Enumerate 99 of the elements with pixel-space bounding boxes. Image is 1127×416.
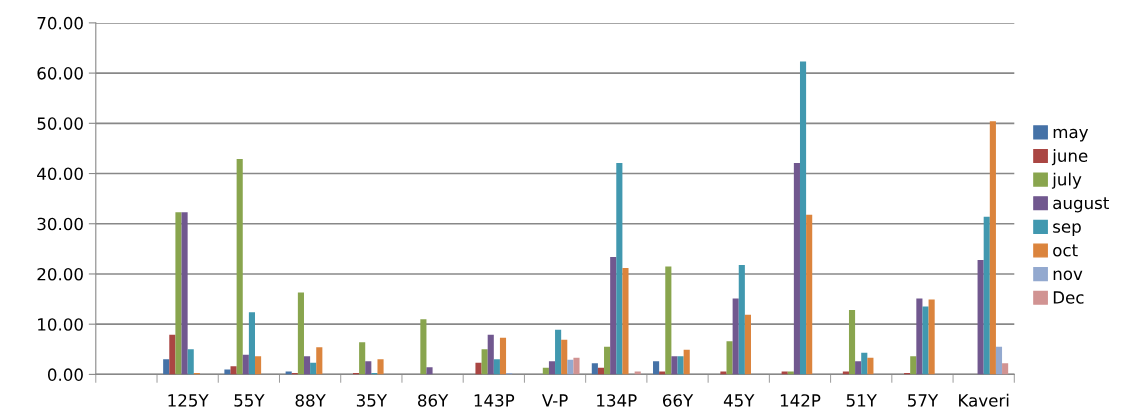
- bar: [420, 319, 427, 375]
- y-tick-label: 0.00: [47, 368, 83, 381]
- legend-label: may: [1053, 128, 1089, 142]
- bar: [597, 367, 605, 375]
- bar: [181, 212, 188, 375]
- bar: [634, 371, 641, 375]
- bar: [665, 266, 672, 375]
- bar: [622, 267, 629, 375]
- bar: [861, 352, 868, 375]
- bar: [255, 356, 262, 375]
- x-tick-label: V-P: [541, 394, 568, 407]
- bar: [616, 162, 623, 375]
- bar: [310, 362, 317, 375]
- bar: [855, 361, 862, 375]
- bar: [169, 334, 176, 375]
- bar: [365, 361, 372, 375]
- bar: [175, 212, 182, 375]
- bar: [989, 121, 996, 375]
- bar: [916, 298, 923, 375]
- x-tick-label: 55Y: [234, 394, 265, 407]
- legend-label: nov: [1053, 270, 1083, 281]
- legend-label: oct: [1053, 244, 1078, 257]
- bar: [677, 356, 684, 375]
- bar: [316, 347, 323, 375]
- bar: [248, 312, 255, 375]
- bar: [230, 366, 237, 375]
- bar: [799, 61, 807, 375]
- x-tick-label: 134P: [597, 394, 637, 407]
- bar: [806, 214, 813, 375]
- bar: [732, 298, 739, 375]
- x-tick-label: 35Y: [356, 394, 388, 407]
- bar: [793, 162, 800, 375]
- y-tick-label: 40.00: [37, 167, 83, 181]
- x-tick-label: 51Y: [846, 394, 877, 407]
- bar: [867, 357, 874, 375]
- bar: [481, 349, 488, 375]
- bar: [567, 359, 574, 375]
- bar: [285, 371, 292, 375]
- bar: [187, 349, 194, 375]
- bar: [1002, 363, 1009, 375]
- bar: [922, 306, 929, 375]
- bar: [236, 158, 243, 375]
- bar: [610, 256, 617, 375]
- x-tick-label: 86Y: [418, 394, 449, 407]
- bar: [738, 264, 745, 375]
- bar: [848, 310, 856, 375]
- bar: [720, 371, 727, 375]
- y-tick-label: 10.00: [38, 318, 83, 331]
- y-tick-label: 20.00: [37, 267, 83, 281]
- bar: [426, 367, 433, 375]
- bar: [983, 216, 990, 375]
- bar: [910, 356, 917, 375]
- bar: [928, 299, 935, 375]
- y-tick-label: 30.00: [37, 217, 83, 231]
- bar: [555, 329, 562, 375]
- x-tick-label: 66Y: [662, 394, 694, 407]
- x-tick-label: 142P: [780, 394, 821, 407]
- legend-label: Dec: [1053, 291, 1084, 304]
- bar: [548, 361, 556, 375]
- bar: [303, 356, 311, 375]
- bar: [842, 371, 849, 375]
- x-tick-label: 88Y: [295, 394, 326, 407]
- bar: [671, 356, 678, 375]
- bar: [297, 292, 304, 375]
- x-tick-label: Kaveri: [959, 393, 1009, 407]
- y-tick-label: 70.00: [37, 16, 83, 30]
- bar: [604, 346, 611, 375]
- bar: [499, 337, 507, 375]
- x-tick-label: 125Y: [168, 394, 209, 407]
- bar: [995, 346, 1003, 375]
- bar: [561, 339, 568, 375]
- bar: [573, 357, 580, 375]
- bar: [224, 369, 231, 375]
- bar: [744, 314, 751, 375]
- legend-label: july: [1051, 172, 1082, 189]
- x-tick-label: 143P: [474, 394, 515, 407]
- bar: [591, 363, 598, 375]
- bar: [659, 371, 666, 375]
- bar: [377, 359, 384, 375]
- bar: [493, 359, 500, 375]
- bar: [542, 367, 549, 375]
- legend-label: sep: [1053, 223, 1081, 237]
- bar: [359, 342, 366, 375]
- bar: [242, 354, 249, 375]
- bar: [163, 359, 170, 375]
- bar: [475, 362, 482, 375]
- bar: [781, 371, 788, 375]
- bar: [487, 334, 494, 375]
- bar: [787, 371, 794, 375]
- x-tick-label: 45Y: [723, 394, 755, 407]
- bar: [683, 349, 690, 375]
- legend-label: june: [1051, 149, 1088, 166]
- x-tick-label: 57Y: [908, 394, 939, 407]
- legend-label: august: [1053, 197, 1109, 213]
- y-tick-label: 50.00: [37, 117, 83, 130]
- bar: [977, 259, 984, 375]
- y-tick-label: 60.00: [37, 67, 83, 80]
- bar: [653, 361, 660, 375]
- bar: [726, 341, 733, 375]
